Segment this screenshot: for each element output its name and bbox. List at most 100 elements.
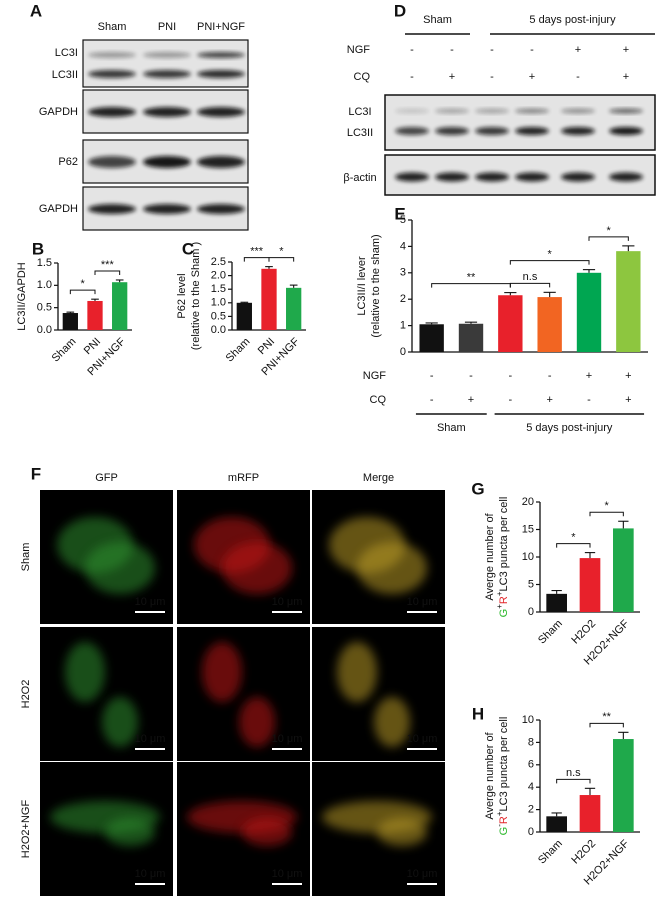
y-axis-label: Averge number of — [484, 731, 496, 819]
scale-label: 10 μm — [135, 733, 166, 745]
condition-label: CQ — [370, 394, 387, 406]
y-tick-label: 10 — [522, 714, 534, 726]
band — [609, 127, 643, 135]
cell — [222, 542, 292, 594]
band — [143, 52, 191, 58]
band — [609, 172, 643, 182]
group-label: Sham — [437, 422, 466, 434]
y-axis-label-part: Averge number of — [484, 731, 496, 819]
y-tick-label: 15 — [522, 523, 534, 535]
y-axis-label-part: LC3 puncta per cell — [498, 717, 510, 812]
row-label: LC3II — [52, 69, 78, 81]
bar — [458, 323, 484, 352]
x-tick-label: H2O2 — [569, 838, 598, 867]
band — [143, 70, 191, 78]
blot — [384, 94, 656, 151]
error-bar — [265, 266, 273, 269]
panel-label: F — [31, 464, 41, 483]
column-label: mRFP — [228, 472, 259, 484]
significance-label: *** — [250, 246, 264, 258]
significance-bracket — [556, 778, 591, 784]
y-tick-label: 1.5 — [37, 257, 52, 269]
scale-label: 10 μm — [272, 868, 303, 880]
bar — [616, 251, 641, 352]
significance-label: * — [607, 225, 612, 237]
significance-bracket — [243, 257, 270, 262]
y-axis-label-part: + — [495, 811, 504, 816]
condition-value: + — [449, 71, 455, 83]
significance-bracket — [589, 722, 624, 728]
y-axis-label: Averge number of — [484, 512, 496, 600]
y-axis-label: LC3II/I lever — [356, 256, 368, 316]
error-bar — [551, 812, 562, 817]
panel-label: C — [182, 239, 194, 258]
y-tick-label: 5 — [528, 578, 534, 590]
y-tick-label: 0.0 — [211, 324, 226, 336]
error-bar — [240, 301, 249, 303]
y-axis-label: (relative to the Sham ) — [190, 242, 202, 350]
condition-value: - — [587, 394, 591, 406]
panel-label: H — [472, 704, 484, 723]
condition-value: + — [625, 370, 631, 382]
y-tick-label: 10 — [522, 551, 534, 563]
condition-value: + — [625, 394, 631, 406]
lane-label: PNI — [158, 21, 176, 33]
band — [143, 107, 191, 117]
y-axis-label-part: (relative to the sham) — [370, 234, 382, 337]
significance-label: * — [81, 278, 86, 290]
cell — [337, 642, 377, 702]
cell — [242, 818, 292, 846]
condition-value: - — [530, 44, 534, 56]
bar — [546, 593, 567, 612]
significance-bracket — [588, 236, 629, 241]
y-tick-label: 2.5 — [211, 256, 226, 268]
row-label: β-actin — [343, 172, 376, 184]
scale-label: 10 μm — [135, 596, 166, 608]
band — [88, 204, 136, 214]
y-axis-label-part: + — [495, 591, 504, 596]
band — [395, 172, 429, 182]
micrograph — [312, 627, 445, 761]
error-bar — [582, 269, 596, 273]
row-label: LC3I — [55, 47, 78, 59]
band — [435, 172, 469, 182]
scale-label: 10 μm — [407, 733, 438, 745]
y-tick-label: 2.0 — [211, 270, 226, 282]
scale-label: 10 μm — [272, 733, 303, 745]
condition-value: + — [623, 44, 629, 56]
row-label: LC3II — [347, 127, 373, 139]
y-tick-label: 2 — [400, 293, 406, 305]
group-label: Sham — [423, 14, 452, 26]
row-label: P62 — [58, 156, 78, 168]
y-axis-label: LC3II/GAPDH — [16, 262, 28, 331]
significance-bracket — [509, 282, 551, 288]
panel-label: D — [394, 1, 406, 20]
x-tick-label: H2O2 — [569, 618, 598, 647]
y-axis-label: G+R+LC3 puncta per cell — [495, 497, 510, 618]
blot — [82, 39, 249, 88]
lane-label: PNI+NGF — [197, 21, 245, 33]
band — [197, 107, 245, 117]
y-tick-label: 1 — [400, 320, 406, 332]
y-axis-label-part: + — [495, 604, 504, 609]
significance-label: * — [605, 500, 610, 512]
band — [515, 127, 549, 135]
error-bar — [91, 298, 99, 301]
significance-label: ** — [467, 272, 476, 284]
condition-value: - — [430, 370, 434, 382]
y-tick-label: 4 — [528, 781, 534, 793]
significance-bracket — [69, 289, 96, 295]
y-axis-label-part: P62 level — [176, 273, 188, 318]
condition-value: - — [490, 44, 494, 56]
error-bar — [425, 322, 438, 325]
cell — [85, 542, 155, 594]
cell — [102, 697, 138, 747]
condition-value: + — [623, 71, 629, 83]
condition-value: - — [508, 370, 512, 382]
error-bar — [66, 311, 75, 314]
y-tick-label: 1.5 — [211, 283, 226, 295]
condition-value: + — [529, 71, 535, 83]
band — [88, 107, 136, 117]
condition-value: - — [508, 394, 512, 406]
significance-label: ** — [602, 711, 611, 723]
